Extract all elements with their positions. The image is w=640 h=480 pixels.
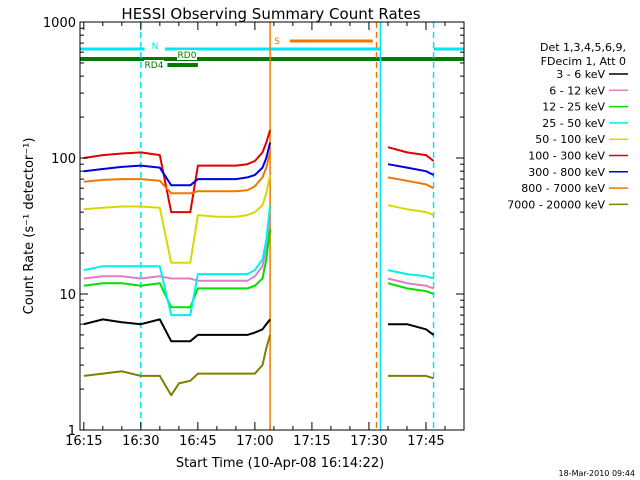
legend-entry-label: 7000 - 20000 keV (507, 198, 605, 211)
footer-timestamp: 18-Mar-2010 09:44 (559, 469, 636, 478)
markers-layer (140, 22, 435, 430)
legend-entry-label: 100 - 300 keV (528, 150, 605, 163)
flag-label-bg (270, 36, 290, 46)
axes-layer: 16:15 16:30 16:45 17:00 17:15 17:30 17:45 1 10 10… (43, 16, 465, 449)
legend-header: FDecim 1, Att 0 (541, 55, 626, 68)
x-tick-label: 17:15 (293, 434, 330, 449)
x-tick-label: 16:15 (65, 434, 102, 449)
y-tick-label: 100 (51, 152, 76, 167)
series-line (83, 142, 435, 187)
series-line (83, 318, 435, 343)
flag-label-bg (144, 60, 164, 70)
y-axis-label: Count Rate (s⁻¹ detector⁻¹) (22, 138, 37, 315)
legend-entry-label: 25 - 50 keV (542, 117, 605, 130)
series-layer (83, 129, 435, 397)
legend-entry-label: 50 - 100 keV (535, 133, 605, 146)
flags-layer: N S RD0 RD4 (80, 36, 464, 71)
flag-label-bg (145, 41, 165, 51)
legend-entry-label: 3 - 6 keV (556, 68, 605, 81)
x-tick-label: 17:00 (236, 434, 273, 449)
legend: Det 1,3,4,5,6,9,FDecim 1, Att 03 - 6 keV… (507, 41, 628, 211)
flag-label-bg (177, 50, 197, 60)
series-line (83, 334, 434, 397)
series-line (83, 152, 435, 195)
x-tick-label: 17:30 (350, 434, 387, 449)
x-tick-label: 16:30 (122, 434, 159, 449)
x-tick-label: 16:45 (179, 434, 216, 449)
plot-frame (79, 21, 465, 431)
x-axis-label: Start Time (10-Apr-08 16:14:22) (176, 456, 384, 471)
series-line (83, 228, 434, 309)
flag-label-rd0: RD0 (178, 51, 197, 61)
legend-header: Det 1,3,4,5,6,9, (540, 41, 626, 54)
series-line (83, 174, 434, 264)
y-tick-label: 10 (59, 288, 76, 303)
series-line (83, 205, 434, 317)
legend-entry-label: 300 - 800 keV (528, 166, 605, 179)
flag-label-rd4: RD4 (145, 61, 164, 71)
legend-entry-label: 6 - 12 keV (549, 84, 605, 97)
flag-label-s: S (274, 37, 280, 47)
chart-title: HESSI Observing Summary Count Rates (121, 5, 420, 23)
series-line (83, 129, 435, 214)
series-line (83, 219, 434, 290)
x-tick-label: 17:45 (407, 434, 444, 449)
y-tick-label: 1000 (43, 16, 76, 31)
y-tick-label: 1 (68, 424, 76, 439)
flag-label-n: N (152, 42, 159, 52)
legend-entry-label: 12 - 25 keV (542, 101, 605, 114)
legend-entry-label: 800 - 7000 keV (521, 182, 605, 195)
